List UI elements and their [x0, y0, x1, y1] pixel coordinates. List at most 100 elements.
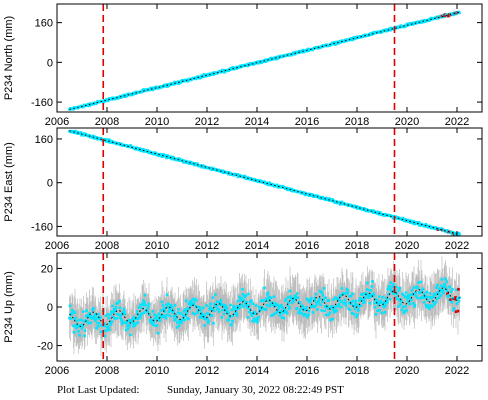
- data-point: [160, 315, 163, 319]
- data-point: [298, 310, 301, 313]
- data-point: [203, 314, 207, 318]
- data-point: [350, 311, 354, 315]
- data-point: [457, 288, 460, 291]
- data-point: [181, 313, 185, 317]
- data-point: [114, 307, 117, 311]
- data-point: [264, 307, 268, 311]
- data-point: [82, 134, 86, 137]
- data-point: [414, 294, 418, 298]
- data-point: [239, 299, 243, 302]
- y-tick-label: -160: [31, 221, 53, 233]
- data-point: [255, 317, 258, 321]
- data-point: [241, 293, 245, 296]
- data-point: [231, 314, 235, 317]
- data-point: [140, 306, 144, 310]
- data-point: [455, 302, 459, 305]
- data-point: [103, 322, 106, 326]
- data-point: [419, 280, 423, 284]
- data-point: [342, 301, 346, 305]
- data-point: [355, 315, 358, 319]
- data-point: [95, 326, 98, 330]
- data-point: [240, 303, 244, 306]
- data-point: [174, 319, 177, 322]
- data-point: [354, 302, 357, 305]
- data-point: [443, 282, 446, 286]
- data-point: [314, 304, 317, 308]
- data-point: [308, 300, 312, 303]
- data-point: [325, 196, 328, 200]
- data-point: [247, 304, 251, 307]
- data-point: [302, 314, 306, 317]
- data-point: [381, 303, 385, 307]
- data-point: [439, 294, 443, 297]
- data-point: [263, 286, 266, 290]
- data-point: [361, 292, 365, 296]
- data-point: [75, 326, 78, 330]
- data-point: [394, 295, 398, 299]
- data-point: [375, 298, 379, 302]
- data-point: [227, 318, 231, 322]
- data-point: [214, 293, 217, 296]
- data-point: [106, 313, 109, 316]
- data-point: [251, 302, 255, 306]
- data-point: [88, 104, 91, 108]
- data-point: [284, 298, 288, 301]
- plot-frame: [56, 127, 483, 237]
- x-tick-label: 2010: [145, 240, 169, 252]
- data-point: [320, 309, 323, 312]
- data-point: [384, 304, 387, 308]
- data-point: [310, 296, 313, 300]
- data-point: [368, 288, 371, 292]
- data-point: [249, 312, 253, 315]
- data-point: [148, 313, 151, 316]
- data-point: [199, 308, 202, 312]
- data-point: [446, 292, 449, 296]
- data-point: [361, 298, 364, 301]
- data-point: [161, 313, 164, 317]
- data-point: [348, 294, 351, 298]
- data-point: [208, 305, 212, 309]
- data-point: [96, 321, 99, 325]
- data-point: [429, 304, 433, 307]
- x-tick-label: 2006: [45, 116, 69, 128]
- data-point: [287, 307, 291, 310]
- data-point: [225, 307, 229, 310]
- data-point: [189, 300, 193, 303]
- data-point: [160, 300, 164, 304]
- data-point: [155, 314, 158, 318]
- data-point: [100, 330, 104, 334]
- data-point: [86, 320, 89, 323]
- data-point: [213, 303, 217, 306]
- data-point: [137, 317, 140, 320]
- data-point: [262, 299, 266, 302]
- data-point: [246, 316, 250, 319]
- data-point: [283, 308, 287, 312]
- x-tick-label: 2018: [345, 116, 369, 128]
- data-point: [108, 138, 112, 142]
- data-point: [437, 293, 440, 296]
- data-point: [380, 301, 383, 304]
- data-point: [163, 307, 166, 310]
- data-point: [177, 308, 180, 311]
- north-panel: 2006 2008 2010 2012 2014 2016 2018 2020 2022 -160…: [3, 3, 483, 128]
- data-point: [327, 299, 331, 302]
- data-point: [370, 285, 374, 288]
- data-point: [424, 304, 428, 307]
- data-point: [300, 312, 304, 315]
- data-point: [116, 301, 120, 305]
- data-point: [187, 317, 190, 321]
- data-point: [457, 231, 461, 235]
- data-point: [113, 309, 116, 312]
- data-point: [257, 305, 261, 309]
- data-point: [444, 287, 448, 290]
- data-point: [151, 310, 155, 313]
- data-point: [112, 308, 116, 311]
- data-point: [142, 311, 146, 315]
- data-point: [82, 310, 85, 313]
- data-point: [250, 299, 253, 302]
- data-point: [449, 290, 453, 294]
- data-point: [431, 305, 434, 308]
- footer-timestamp: Sunday, January 30, 2022 08:22:49 PST: [167, 384, 344, 396]
- data-point: [338, 299, 341, 302]
- data-point: [297, 311, 300, 315]
